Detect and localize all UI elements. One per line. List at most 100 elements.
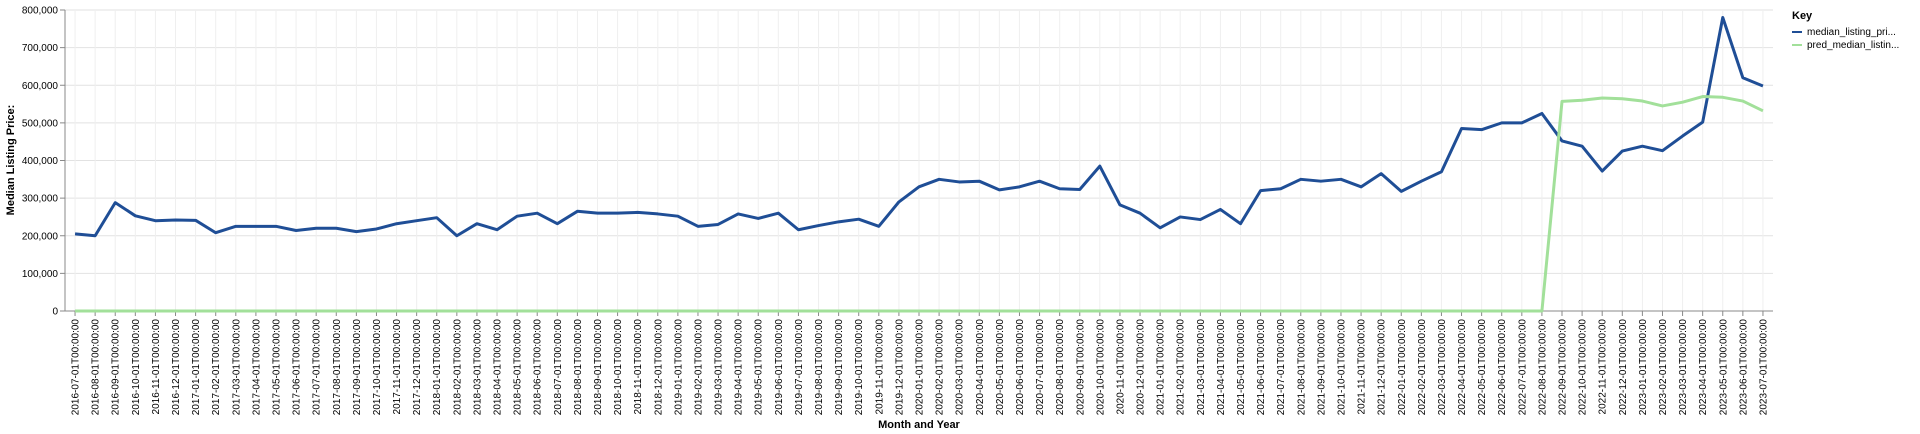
series-lines: [74, 16, 1764, 313]
x-tick-label: 2022-09-01T00:00:00: [1558, 319, 1569, 416]
x-tick-label: 2022-04-01T00:00:00: [1457, 319, 1468, 416]
x-tick-label: 2018-09-01T00:00:00: [593, 319, 604, 416]
x-tick-label: 2016-08-01T00:00:00: [91, 319, 102, 416]
y-tick-label: 200,000: [22, 231, 59, 242]
x-tick-label: 2020-01-01T00:00:00: [915, 319, 926, 416]
x-tick-label: 2018-11-01T00:00:00: [633, 319, 644, 415]
x-tick-label: 2021-10-01T00:00:00: [1336, 319, 1347, 416]
x-tick-label: 2021-03-01T00:00:00: [1196, 319, 1207, 416]
x-tick-label: 2021-02-01T00:00:00: [1176, 319, 1187, 416]
x-tick-label: 2021-04-01T00:00:00: [1216, 319, 1227, 416]
x-tick-label: 2023-04-01T00:00:00: [1698, 319, 1709, 416]
x-tick-label: 2021-06-01T00:00:00: [1256, 319, 1267, 416]
x-tick-label: 2022-07-01T00:00:00: [1517, 319, 1528, 416]
x-tick-labels: 2016-07-01T00:00:00 2016-08-01T00:00:00 20…: [71, 311, 1769, 416]
x-tick-label: 2018-07-01T00:00:00: [553, 319, 564, 416]
x-tick-label: 2021-11-01T00:00:00: [1357, 319, 1368, 415]
legend-title: Key: [1792, 10, 1813, 22]
x-tick-label: 2022-05-01T00:00:00: [1477, 319, 1488, 416]
x-tick-label: 2019-06-01T00:00:00: [774, 319, 785, 416]
x-tick-label: 2017-03-01T00:00:00: [231, 319, 242, 416]
x-tick-label: 2020-06-01T00:00:00: [1015, 319, 1026, 416]
x-tick-label: 2020-07-01T00:00:00: [1035, 319, 1046, 416]
x-tick-label: 2023-06-01T00:00:00: [1738, 319, 1749, 416]
x-tick-label: 2022-03-01T00:00:00: [1437, 319, 1448, 416]
x-tick-label: 2018-06-01T00:00:00: [533, 319, 544, 416]
x-tick-label: 2020-03-01T00:00:00: [955, 319, 966, 416]
x-tick-label: 2017-11-01T00:00:00: [392, 319, 403, 415]
x-tick-label: 2016-09-01T00:00:00: [111, 319, 122, 416]
x-tick-label: 2022-01-01T00:00:00: [1397, 319, 1408, 416]
x-tick-label: 2023-01-01T00:00:00: [1638, 319, 1649, 416]
x-tick-label: 2021-09-01T00:00:00: [1316, 319, 1327, 416]
x-tick-label: 2022-08-01T00:00:00: [1537, 319, 1548, 416]
x-tick-label: 2018-12-01T00:00:00: [653, 319, 664, 416]
x-tick-label: 2020-02-01T00:00:00: [935, 319, 946, 416]
y-tick-label: 700,000: [22, 43, 59, 54]
gridlines: [65, 9, 1773, 312]
x-tick-label: 2019-08-01T00:00:00: [814, 319, 825, 416]
x-tick-label: 2020-08-01T00:00:00: [1055, 319, 1066, 416]
y-axis-title: Median Listing Price:: [5, 105, 17, 216]
x-tick-label: 2018-05-01T00:00:00: [513, 319, 524, 416]
legend-label-pred: pred_median_listin...: [1807, 40, 1899, 51]
x-tick-label: 2019-02-01T00:00:00: [693, 319, 704, 416]
x-tick-label: 2020-09-01T00:00:00: [1075, 319, 1086, 416]
y-tick-label: 800,000: [22, 6, 59, 17]
x-tick-label: 2019-10-01T00:00:00: [854, 319, 865, 416]
x-tick-label: 2017-04-01T00:00:00: [251, 319, 262, 416]
x-tick-label: 2022-06-01T00:00:00: [1497, 319, 1508, 416]
x-tick-label: 2022-11-01T00:00:00: [1598, 319, 1609, 415]
x-tick-label: 2019-12-01T00:00:00: [894, 319, 905, 416]
x-tick-label: 2017-05-01T00:00:00: [271, 319, 282, 416]
x-tick-label: 2018-01-01T00:00:00: [432, 319, 443, 416]
x-tick-label: 2021-08-01T00:00:00: [1296, 319, 1307, 416]
y-tick-label: 600,000: [22, 81, 59, 92]
x-tick-label: 2017-09-01T00:00:00: [352, 319, 363, 416]
x-tick-label: 2017-12-01T00:00:00: [412, 319, 423, 416]
x-tick-label: 2023-02-01T00:00:00: [1658, 319, 1669, 416]
x-tick-label: 2016-12-01T00:00:00: [171, 319, 182, 416]
x-tick-label: 2019-05-01T00:00:00: [754, 319, 765, 416]
x-tick-label: 2021-05-01T00:00:00: [1236, 319, 1247, 416]
x-tick-label: 2023-05-01T00:00:00: [1718, 319, 1729, 416]
x-tick-label: 2022-12-01T00:00:00: [1618, 319, 1629, 416]
y-tick-label: 500,000: [22, 118, 59, 129]
x-tick-label: 2016-07-01T00:00:00: [71, 319, 82, 416]
x-tick-label: 2020-05-01T00:00:00: [995, 319, 1006, 416]
x-tick-label: 2017-02-01T00:00:00: [211, 319, 222, 416]
x-tick-label: 2023-03-01T00:00:00: [1678, 319, 1689, 416]
y-tick-labels: 0 100,000 200,000 300,000 400,000 500,000 600,…: [22, 6, 65, 318]
y-tick-label: 300,000: [22, 194, 59, 205]
x-tick-label: 2018-03-01T00:00:00: [472, 319, 483, 416]
x-tick-label: 2019-03-01T00:00:00: [714, 319, 725, 416]
x-tick-label: 2019-07-01T00:00:00: [794, 319, 805, 416]
x-tick-label: 2019-01-01T00:00:00: [673, 319, 684, 416]
x-tick-label: 2020-12-01T00:00:00: [1136, 319, 1147, 416]
x-tick-label: 2021-01-01T00:00:00: [1156, 319, 1167, 416]
x-tick-label: 2017-01-01T00:00:00: [191, 319, 202, 416]
x-tick-label: 2022-02-01T00:00:00: [1417, 319, 1428, 416]
x-tick-label: 2018-04-01T00:00:00: [493, 319, 504, 416]
x-tick-label: 2019-11-01T00:00:00: [874, 319, 885, 415]
x-tick-label: 2021-12-01T00:00:00: [1377, 319, 1388, 416]
x-tick-label: 2017-10-01T00:00:00: [372, 319, 383, 416]
x-tick-label: 2021-07-01T00:00:00: [1276, 319, 1287, 416]
x-tick-label: 2018-10-01T00:00:00: [613, 319, 624, 416]
x-tick-label: 2018-02-01T00:00:00: [452, 319, 463, 416]
x-tick-label: 2018-08-01T00:00:00: [573, 319, 584, 416]
x-tick-label: 2019-09-01T00:00:00: [834, 319, 845, 416]
x-tick-label: 2020-10-01T00:00:00: [1095, 319, 1106, 416]
y-tick-label: 100,000: [22, 269, 59, 280]
series-line-median-listing-price: [74, 16, 1764, 238]
y-tick-label: 0: [52, 307, 58, 318]
legend-label-median: median_listing_pri...: [1807, 27, 1896, 38]
x-tick-label: 2020-11-01T00:00:00: [1115, 319, 1126, 415]
y-tick-label: 400,000: [22, 156, 59, 167]
x-tick-label: 2016-11-01T00:00:00: [151, 319, 162, 415]
x-tick-label: 2023-07-01T00:00:00: [1758, 319, 1769, 416]
x-tick-label: 2017-07-01T00:00:00: [312, 319, 323, 416]
x-tick-label: 2016-10-01T00:00:00: [131, 319, 142, 416]
x-tick-label: 2017-06-01T00:00:00: [292, 319, 303, 416]
